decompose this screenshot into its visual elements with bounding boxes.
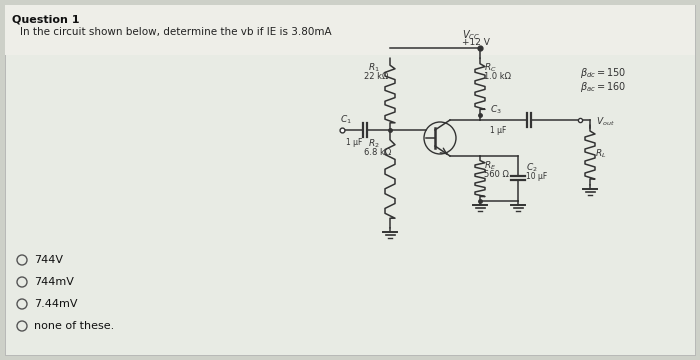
Text: $R_2$: $R_2$ [368, 138, 379, 150]
Text: 744mV: 744mV [34, 277, 74, 287]
Text: $C_3$: $C_3$ [490, 104, 502, 117]
Text: +12 V: +12 V [462, 38, 490, 47]
Text: 22 kΩ: 22 kΩ [364, 72, 388, 81]
Text: $\beta_{ac}=160$: $\beta_{ac}=160$ [580, 80, 626, 94]
Text: 744V: 744V [34, 255, 63, 265]
Text: Question 1: Question 1 [12, 14, 80, 24]
Text: $V_{out}$: $V_{out}$ [596, 115, 615, 127]
Text: 6.8 kΩ: 6.8 kΩ [364, 148, 391, 157]
Text: $C_2$: $C_2$ [526, 162, 538, 175]
Text: $R_C$: $R_C$ [484, 62, 497, 75]
Text: $\beta_{dc}=150$: $\beta_{dc}=150$ [580, 66, 626, 80]
Text: $R_L$: $R_L$ [595, 148, 606, 161]
Text: $V_{CC}$: $V_{CC}$ [462, 28, 480, 42]
Text: 1 μF: 1 μF [346, 138, 363, 147]
Text: none of these.: none of these. [34, 321, 114, 331]
Text: In the circuit shown below, determine the vb if IE is 3.80mA: In the circuit shown below, determine th… [20, 27, 332, 37]
Text: 1 μF: 1 μF [490, 126, 506, 135]
Text: 560 Ω: 560 Ω [484, 170, 509, 179]
Text: $C_1$: $C_1$ [340, 114, 352, 126]
Text: 7.44mV: 7.44mV [34, 299, 78, 309]
Text: 1.0 kΩ: 1.0 kΩ [484, 72, 511, 81]
Bar [5, 5, 695, 55]
Text: $R_1$: $R_1$ [368, 62, 380, 75]
Text: 10 μF: 10 μF [526, 172, 547, 181]
Text: $R_E$: $R_E$ [484, 160, 496, 172]
